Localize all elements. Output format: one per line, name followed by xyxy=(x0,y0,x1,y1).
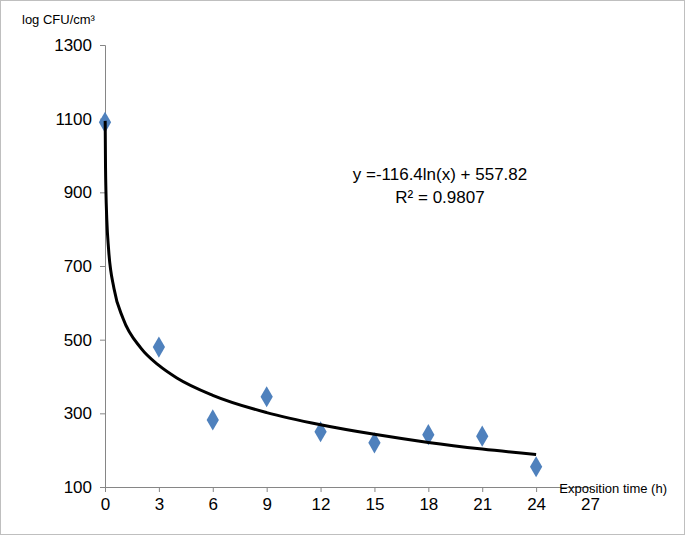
point xyxy=(153,336,165,357)
tick-mark xyxy=(100,413,105,414)
tick-label: 1100 xyxy=(55,110,92,129)
frame xyxy=(1,1,685,535)
tick: 700 xyxy=(64,257,105,276)
tick-label: 15 xyxy=(365,495,384,514)
annotation: R² = 0.9807 xyxy=(395,188,484,207)
tick: 1100 xyxy=(55,110,105,129)
tick-mark xyxy=(100,192,105,193)
tick: 21 xyxy=(473,487,492,514)
tick-mark xyxy=(321,487,322,492)
tick-mark xyxy=(159,487,160,492)
tick-label: 3 xyxy=(155,495,164,514)
x-axis-title: Exposition time (h) xyxy=(559,481,667,496)
tick-mark xyxy=(267,487,268,492)
tick-label: 21 xyxy=(473,495,492,514)
tick-label: 900 xyxy=(64,183,92,202)
point xyxy=(476,426,488,447)
point xyxy=(530,456,542,477)
tick-label: 18 xyxy=(419,495,438,514)
axis-line xyxy=(100,46,106,488)
tick-mark xyxy=(536,487,537,492)
tick: 12 xyxy=(312,487,331,514)
tick-label: 27 xyxy=(581,495,600,514)
tick: 18 xyxy=(419,487,438,514)
tick-label: 300 xyxy=(64,404,92,423)
tick: 300 xyxy=(64,404,105,423)
tick: 0 xyxy=(101,487,110,514)
y-axis: 100 300 500 700 900 1100 1300 xyxy=(54,36,105,497)
tick: 100 xyxy=(64,478,105,497)
tick: 24 xyxy=(527,487,546,514)
tick-label: 700 xyxy=(64,257,92,276)
tick-mark xyxy=(100,45,105,46)
tick-label: 9 xyxy=(262,495,271,514)
x-axis: 0 3 6 9 12 15 18 21 24 27 xyxy=(101,487,600,514)
trend-line xyxy=(105,121,536,455)
tick-mark xyxy=(428,487,429,492)
tick-label: 6 xyxy=(209,495,218,514)
y-axis-title: log CFU/cm³ xyxy=(22,12,96,27)
tick-mark xyxy=(100,266,105,267)
point xyxy=(207,409,219,430)
tick: 6 xyxy=(209,487,218,514)
tick-label: 12 xyxy=(312,495,331,514)
tick-label: 1300 xyxy=(54,36,92,55)
tick-mark xyxy=(374,487,375,492)
tick: 1300 xyxy=(54,36,105,55)
tick: 3 xyxy=(155,487,164,514)
tick-label: 24 xyxy=(527,495,546,514)
marks xyxy=(99,112,542,478)
annotation: y =-116.4ln(x) + 557.82 xyxy=(353,165,528,184)
tick-label: 500 xyxy=(64,331,92,350)
tick-mark xyxy=(482,487,483,492)
tick-label: 0 xyxy=(101,495,110,514)
plot: 0 3 6 9 12 15 18 21 24 27 100 300 500 700 900 1100 1300 xyxy=(54,36,600,514)
tick-mark xyxy=(213,487,214,492)
point xyxy=(261,386,273,407)
tick: 9 xyxy=(262,487,271,514)
tick: 500 xyxy=(64,331,105,350)
tick: 15 xyxy=(365,487,384,514)
tick-label: 100 xyxy=(64,478,92,497)
tick-mark xyxy=(100,340,105,341)
axis-line xyxy=(106,488,591,493)
tick: 900 xyxy=(64,183,105,202)
chart: 0 3 6 9 12 15 18 21 24 27 100 300 500 700 900 1100 1300 l… xyxy=(0,0,685,535)
tick-mark xyxy=(100,487,105,488)
